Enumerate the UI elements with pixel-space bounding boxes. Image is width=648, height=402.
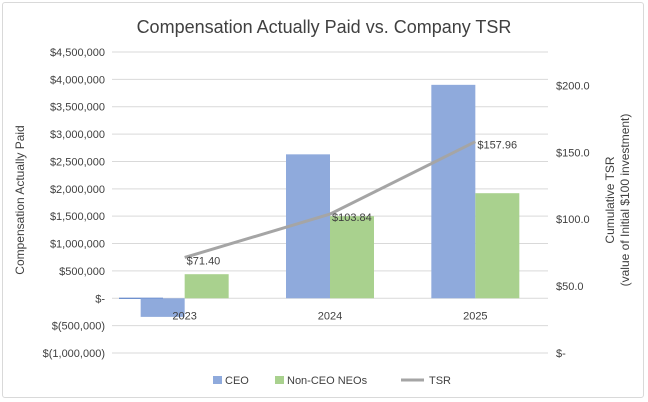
legend-label: CEO — [225, 375, 249, 387]
y-tick-label: $(500,000) — [52, 321, 105, 333]
x-tick-label: 2024 — [318, 310, 342, 322]
neo-bar-2025 — [475, 193, 520, 299]
y-tick-label: $3,500,000 — [50, 102, 105, 114]
x-tick-label: 2025 — [463, 310, 487, 322]
y2-tick-label: $50.0 — [556, 281, 584, 293]
chart-frame — [2, 2, 644, 398]
y-tick-label: $3,000,000 — [50, 129, 105, 141]
y-tick-label: $1,000,000 — [50, 239, 105, 251]
y2-tick-label: $100.0 — [556, 214, 590, 226]
y2-tick-label: $200.0 — [556, 80, 590, 92]
y-tick-label: $- — [95, 293, 105, 305]
ceo-bar-2025 — [431, 84, 476, 299]
legend-swatch — [213, 376, 222, 384]
tsr-data-label: $71.40 — [187, 255, 221, 267]
y-tick-label: $1,500,000 — [50, 211, 105, 223]
y-tick-label: $2,500,000 — [50, 156, 105, 168]
legend-label: Non-CEO NEOs — [287, 375, 368, 387]
neo-bar-2024 — [330, 216, 374, 299]
tsr-line — [184, 140, 477, 259]
y-tick-label: $4,000,000 — [50, 74, 105, 86]
y2-axis-label-line1: Cumulative TSR — [603, 156, 617, 243]
y2-tick-label: $- — [556, 348, 566, 360]
y-tick-label: $4,500,000 — [50, 47, 105, 59]
y-axis-label: Compensation Actually Paid — [13, 125, 27, 274]
legend-label: TSR — [429, 375, 451, 387]
y-tick-label: $(1,000,000) — [43, 348, 105, 360]
x-tick-label: 2023 — [172, 310, 196, 322]
ceo-bar-2023 — [140, 298, 185, 317]
tsr-data-label: $103.84 — [332, 212, 372, 224]
neo-bar-2023 — [184, 274, 229, 299]
y-tick-label: $2,000,000 — [50, 184, 105, 196]
legend-swatch — [275, 376, 284, 384]
y2-axis-label-line2: (value of Initial $100 investment) — [618, 114, 632, 287]
tsr-data-label: $157.96 — [477, 140, 517, 152]
chart-title: Compensation Actually Paid vs. Company T… — [137, 17, 512, 37]
y-tick-label: $500,000 — [59, 266, 105, 278]
y2-tick-label: $150.0 — [556, 147, 590, 159]
